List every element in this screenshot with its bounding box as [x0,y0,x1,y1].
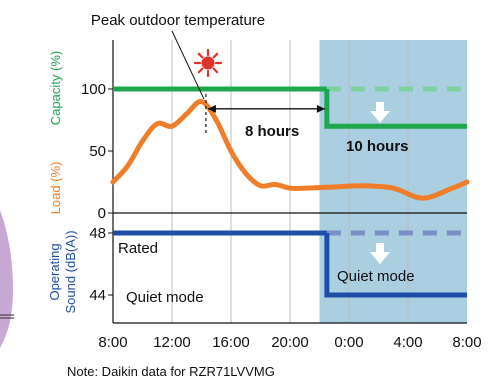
x-tick-label: 8:00 [98,334,127,351]
sun-ray [197,52,204,59]
span-arrowhead-left [207,104,216,113]
down-arrow-icon [370,243,390,264]
capacity-line [324,89,467,129]
sun-ray [197,67,204,74]
load-line [110,98,470,201]
quiet-mode-left-label: Quiet mode [126,289,204,306]
peak-temperature-label: Peak outdoor temperature [91,12,265,29]
span-arrowhead-right [316,104,325,113]
eight-hours-span-arrow [207,104,325,113]
sun-ray [212,67,219,74]
down-arrow-icon [370,102,390,123]
top-y-tick-labels: 0 50 100 [81,81,106,222]
arrow-head [370,252,390,264]
sun-icon [193,48,223,78]
y-tick-label: 50 [89,143,106,160]
sun-disc [201,56,215,70]
y-tick-label: 44 [89,287,106,304]
x-tick-labels: 8:00 12:00 16:00 20:00 0:00 4:00 8:00 [98,334,481,351]
capacity-series [113,86,467,129]
rated-label: Rated [118,240,158,257]
footnote: Note: Daikin data for RZR71LVVMG [67,364,275,379]
x-tick-label: 16:00 [212,334,250,351]
capacity-axis-label: Capacity (%) [48,51,63,125]
arrow-head [370,111,390,123]
peak-pointer-line [171,30,205,100]
night-period-band [319,40,467,323]
sun-ray [212,52,219,59]
x-tick-label: 8:00 [452,334,481,351]
x-tick-label: 20:00 [271,334,309,351]
ten-hours-label: 10 hours [346,138,409,155]
x-tick-label: 12:00 [153,334,191,351]
x-tick-label: 4:00 [393,334,422,351]
sound-line [324,233,467,298]
y-tick-label: 100 [81,81,106,98]
y-tick-label: 0 [98,205,106,222]
quiet-mode-right-label: Quiet mode [337,268,415,285]
bottom-y-tick-labels: 44 48 [89,225,106,304]
y-tick-label: 48 [89,225,106,242]
sound-axis-label-line2: Sound (dB(A)) [63,230,78,313]
sound-axis-label-line1: Operating [47,243,62,300]
arrow-shaft [376,243,384,253]
arrow-shaft [376,102,384,112]
load-series [110,98,470,201]
x-tick-label: 0:00 [334,334,363,351]
eight-hours-label: 8 hours [245,123,299,140]
sound-series [113,230,467,298]
load-axis-label: Load (%) [48,162,63,215]
